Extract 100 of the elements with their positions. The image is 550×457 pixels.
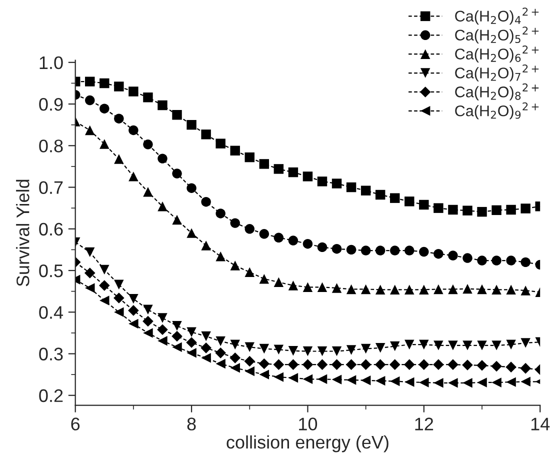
point	[477, 206, 487, 217]
legend-label: Ca(H$_{2}$O)$_{7}$$^{2+}$	[455, 64, 539, 82]
point	[360, 284, 371, 294]
point	[346, 244, 356, 255]
point	[418, 359, 430, 370]
point	[477, 378, 487, 388]
point	[274, 232, 284, 242]
point	[404, 377, 414, 387]
point	[114, 82, 124, 92]
point	[114, 280, 124, 290]
point	[98, 280, 110, 291]
point	[506, 377, 516, 387]
point	[390, 341, 400, 352]
point	[346, 375, 356, 385]
y-tick-label: 0.8	[39, 140, 63, 152]
point	[172, 214, 182, 225]
point	[462, 284, 472, 294]
point	[360, 186, 371, 196]
y-tick-label: 0.5	[39, 264, 63, 278]
point	[172, 110, 182, 120]
point	[274, 344, 284, 354]
point	[143, 186, 153, 197]
point	[462, 378, 472, 388]
point	[506, 284, 516, 295]
point	[448, 378, 458, 388]
legend-label: Ca(H$_{2}$O)$_{9}$$^{2+}$	[455, 102, 539, 120]
y-tick-label: 0.3	[39, 348, 63, 360]
point	[477, 340, 487, 350]
point	[375, 246, 386, 256]
point	[100, 78, 110, 88]
y-tick-label: 0.7	[39, 181, 63, 194]
point	[85, 283, 95, 293]
point	[419, 200, 429, 210]
point	[520, 204, 530, 214]
point	[506, 340, 516, 350]
point	[114, 154, 124, 164]
point	[186, 348, 196, 358]
point	[506, 362, 516, 372]
point	[158, 313, 168, 323]
point	[476, 360, 488, 371]
point	[317, 176, 328, 186]
point	[434, 203, 444, 213]
point	[491, 360, 502, 372]
point	[302, 346, 313, 356]
point	[259, 344, 270, 354]
point	[404, 246, 414, 256]
y-tick-label: 0.4	[39, 306, 64, 319]
point	[216, 138, 226, 148]
point	[419, 284, 429, 295]
point	[492, 284, 502, 295]
point	[244, 356, 256, 367]
point	[230, 218, 240, 228]
point	[390, 246, 400, 256]
point	[143, 92, 153, 102]
point	[360, 344, 371, 354]
point	[492, 256, 502, 266]
point	[216, 358, 226, 369]
point	[302, 239, 313, 249]
point	[434, 249, 444, 259]
point	[317, 374, 328, 384]
point	[404, 359, 415, 370]
y-tick-label: 1.0	[40, 56, 63, 70]
point	[200, 342, 212, 354]
point	[332, 244, 342, 254]
point	[492, 378, 502, 388]
point	[85, 125, 95, 136]
y-tick-label: 0.9	[39, 98, 63, 111]
point	[158, 100, 168, 110]
point	[360, 359, 372, 370]
point	[259, 370, 270, 380]
point	[317, 282, 328, 292]
point	[143, 328, 153, 338]
point	[114, 307, 124, 317]
point	[332, 178, 342, 188]
point	[317, 242, 328, 252]
x-tick-label: 14	[531, 418, 550, 430]
point	[520, 362, 531, 374]
point	[85, 95, 95, 106]
legend-label: Ca(H$_{2}$O)$_{5}$$^{2+}$	[455, 26, 539, 44]
point	[201, 240, 211, 250]
point	[506, 204, 516, 215]
point	[477, 284, 487, 294]
point	[128, 305, 139, 316]
point	[128, 294, 138, 304]
point	[143, 140, 153, 150]
point	[158, 336, 168, 346]
point	[331, 359, 342, 370]
point	[85, 247, 95, 258]
point	[316, 359, 328, 370]
point	[434, 378, 444, 388]
point	[419, 340, 429, 350]
point	[201, 353, 211, 363]
legend-label: Ca(H$_{2}$O)$_{8}$$^{2+}$	[455, 83, 539, 100]
point	[448, 250, 458, 260]
point	[404, 284, 414, 295]
point	[520, 376, 530, 386]
point	[114, 114, 124, 124]
point	[128, 125, 138, 136]
point	[259, 274, 270, 284]
point	[419, 246, 429, 257]
